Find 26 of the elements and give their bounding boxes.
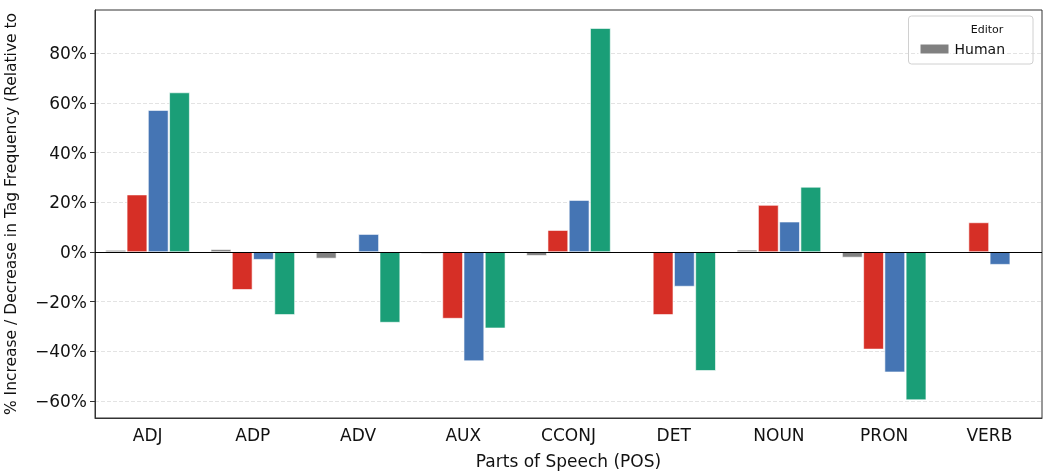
bar bbox=[968, 222, 989, 253]
legend-label: Human bbox=[954, 41, 1006, 57]
bar bbox=[210, 249, 232, 253]
legend-title: Editor bbox=[970, 23, 1004, 36]
y-tick-label: −20% bbox=[34, 291, 87, 312]
bar bbox=[358, 234, 379, 253]
x-tick-label: PRON bbox=[860, 424, 909, 445]
y-tick-label: −60% bbox=[34, 391, 87, 412]
x-tick-label: AUX bbox=[445, 424, 482, 445]
x-tick-label: ADV bbox=[340, 424, 377, 445]
y-tick-label: 60% bbox=[49, 92, 87, 113]
x-tick-label: VERB bbox=[966, 424, 1013, 445]
y-axis-title: % Increase / Decrease in Tag Frequency (Relative to bbox=[2, 12, 20, 416]
y-tick-label: 80% bbox=[49, 43, 87, 64]
bar bbox=[379, 252, 401, 323]
y-tick-label: 0% bbox=[60, 242, 87, 263]
y-tick-label: 20% bbox=[49, 192, 87, 213]
x-tick-label: ADP bbox=[235, 424, 271, 445]
x-axis-title: Parts of Speech (POS) bbox=[475, 450, 662, 471]
x-tick-label: NOUN bbox=[753, 424, 805, 445]
bar bbox=[989, 252, 1011, 265]
x-tick-label: CCONJ bbox=[541, 424, 596, 445]
y-tick-label: −40% bbox=[34, 341, 87, 362]
x-tick-label: ADJ bbox=[132, 424, 163, 445]
y-tick-label: 40% bbox=[49, 142, 87, 163]
x-tick-label: DET bbox=[656, 424, 692, 445]
